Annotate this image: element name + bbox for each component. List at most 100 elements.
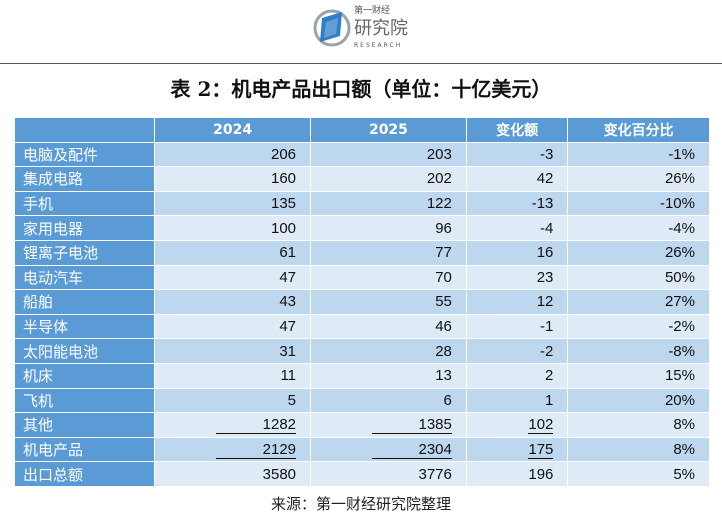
export-table: 2024 2025 变化额 变化百分比 电脑及配件 206 203 -3 -1% 集成电路 160…	[13, 117, 710, 487]
table-row: 其他 1282 1385 102 8%	[13, 412, 710, 438]
table-title: 表 2：机电产品出口额（单位：十亿美元）	[170, 77, 552, 101]
cell-label: 锂离子电池	[13, 239, 156, 266]
cell-change: 1	[465, 387, 569, 414]
column-header: 2025	[310, 117, 467, 143]
cell-y2025: 203	[310, 141, 467, 168]
cell-y2025: 55	[310, 289, 467, 315]
cell-change: -3	[465, 141, 569, 168]
cell-y2025: 77	[310, 239, 467, 266]
cell-pct: 5%	[567, 461, 710, 487]
header-row: 2024 2025 变化额 变化百分比	[13, 117, 710, 143]
underlined-value: 175	[528, 440, 554, 459]
underlined-value: 2304	[371, 441, 452, 459]
cell-pct: 8%	[567, 412, 710, 438]
cell-label: 太阳能电池	[13, 338, 156, 364]
cell-y2025: 13	[310, 362, 467, 389]
underlined-value: 1282	[216, 416, 297, 434]
cell-pct: 26%	[567, 166, 710, 192]
underlined-value: 102	[528, 415, 554, 434]
cell-pct: 50%	[567, 264, 710, 291]
table-row: 电动汽车 47 70 23 50%	[13, 264, 710, 291]
cell-y2024: 5	[154, 387, 312, 414]
cell-y2024: 43	[154, 289, 312, 315]
logo-line1: 第一财经	[354, 6, 391, 16]
logo-line3: RESEARCH	[354, 42, 403, 49]
cell-y2024: 135	[154, 190, 312, 217]
table-row: 家用电器 100 96 -4 -4%	[13, 215, 710, 241]
cell-change: 16	[465, 239, 569, 266]
cell-label: 机床	[13, 362, 156, 389]
cell-change: 42	[465, 166, 569, 192]
cell-change: 2	[465, 362, 569, 389]
table-row: 出口总额 3580 3776 196 5%	[13, 461, 710, 487]
cell-label: 电脑及配件	[13, 141, 156, 168]
cell-pct: 20%	[567, 387, 710, 414]
cell-y2025: 202	[310, 166, 467, 192]
cell-change: 12	[465, 289, 569, 315]
cell-label: 其他	[13, 412, 156, 438]
cell-pct: -1%	[567, 141, 710, 168]
cell-y2025: 6	[310, 387, 467, 414]
cell-label: 家用电器	[13, 215, 156, 241]
column-header: 变化百分比	[567, 117, 710, 143]
table-row: 船舶 43 55 12 27%	[13, 289, 710, 315]
cell-pct: -2%	[567, 313, 710, 340]
cell-y2024: 47	[154, 313, 312, 340]
table-row: 机床 11 13 2 15%	[13, 362, 710, 389]
cell-label: 手机	[13, 190, 156, 217]
cell-y2024: 47	[154, 264, 312, 291]
table-row: 锂离子电池 61 77 16 26%	[13, 239, 710, 266]
cell-y2025: 96	[310, 215, 467, 241]
cell-change: -1	[465, 313, 569, 340]
underlined-value: 2129	[216, 441, 297, 459]
cell-pct: -4%	[567, 215, 710, 241]
cell-y2024: 2129	[154, 436, 312, 463]
cell-change: -13	[465, 190, 569, 217]
cell-pct: -10%	[567, 190, 710, 217]
cell-y2025: 70	[310, 264, 467, 291]
table-row: 集成电路 160 202 42 26%	[13, 166, 710, 192]
table-row: 太阳能电池 31 28 -2 -8%	[13, 338, 710, 364]
logo-line2: 研究院	[354, 18, 408, 39]
underlined-value: 1385	[371, 416, 452, 434]
cell-pct: 8%	[567, 436, 710, 463]
cell-label: 机电产品	[13, 436, 156, 463]
logo: 第一财经 研究院 RESEARCH	[312, 6, 422, 56]
cell-change: -4	[465, 215, 569, 241]
cell-y2024: 11	[154, 362, 312, 389]
table-row: 电脑及配件 206 203 -3 -1%	[13, 141, 710, 168]
column-header	[13, 117, 156, 143]
cell-label: 半导体	[13, 313, 156, 340]
cell-change: 102	[465, 412, 569, 438]
cell-label: 出口总额	[13, 461, 156, 487]
column-header: 2024	[154, 117, 312, 143]
cell-pct: 15%	[567, 362, 710, 389]
source-note: 来源：第一财经研究院整理	[270, 495, 451, 513]
cell-change: 23	[465, 264, 569, 291]
cell-change: 196	[465, 461, 569, 487]
cell-y2025: 122	[310, 190, 467, 217]
cell-y2025: 1385	[310, 412, 467, 438]
cell-y2024: 3580	[154, 461, 312, 487]
cell-label: 集成电路	[13, 166, 156, 192]
cell-change: -2	[465, 338, 569, 364]
cell-label: 船舶	[13, 289, 156, 315]
cell-y2024: 31	[154, 338, 312, 364]
cell-pct: -8%	[567, 338, 710, 364]
cell-y2024: 100	[154, 215, 312, 241]
cell-y2025: 2304	[310, 436, 467, 463]
table-row: 机电产品 2129 2304 175 8%	[13, 436, 710, 463]
cell-change: 175	[465, 436, 569, 463]
table-row: 半导体 47 46 -1 -2%	[13, 313, 710, 340]
cell-y2024: 206	[154, 141, 312, 168]
column-header: 变化额	[465, 117, 569, 143]
cell-y2024: 1282	[154, 412, 312, 438]
table-row: 手机 135 122 -13 -10%	[13, 190, 710, 217]
cell-y2024: 61	[154, 239, 312, 266]
cell-pct: 26%	[567, 239, 710, 266]
cell-label: 飞机	[13, 387, 156, 414]
cell-y2025: 3776	[310, 461, 467, 487]
header-divider	[0, 63, 722, 64]
cell-label: 电动汽车	[13, 264, 156, 291]
logo-emblem-icon	[313, 9, 351, 47]
